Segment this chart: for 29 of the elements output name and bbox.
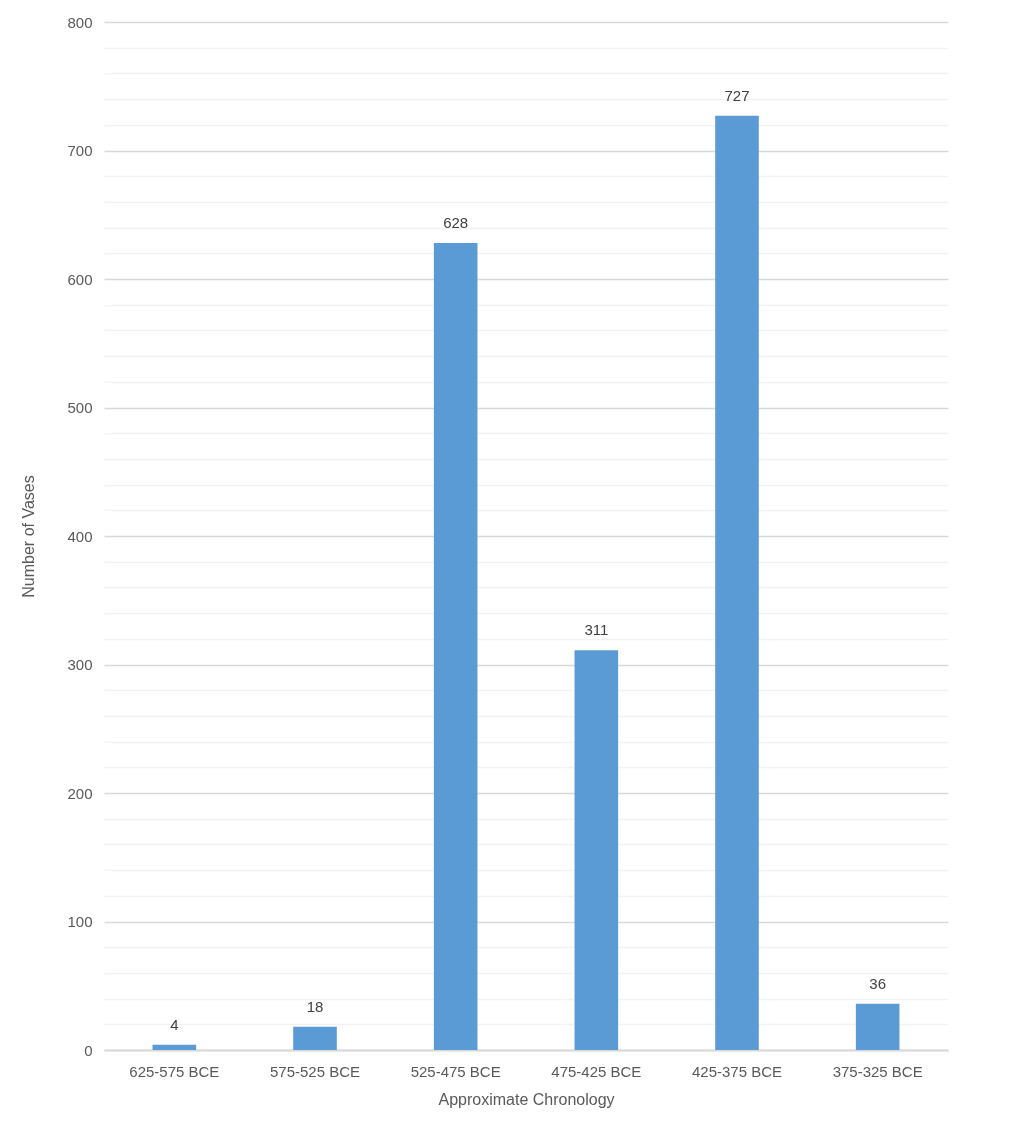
x-axis-title: Approximate Chronology [438, 1090, 615, 1108]
x-tick-label: 375-325 BCE [832, 1062, 923, 1080]
y-tick-label: 300 [67, 656, 93, 673]
bar [715, 115, 759, 1050]
y-tick-label: 200 [67, 784, 93, 802]
bar [293, 1026, 337, 1050]
x-tick-label: 575-525 BCE [269, 1062, 361, 1080]
data-label: 4 [170, 1015, 179, 1033]
data-label: 311 [584, 621, 609, 639]
bar [152, 1044, 197, 1050]
bar [433, 243, 478, 1050]
y-tick-label: 0 [84, 1041, 93, 1059]
y-tick-label: 100 [67, 913, 93, 930]
data-label: 36 [869, 974, 887, 992]
data-label: 628 [443, 214, 469, 232]
y-tick-label: 600 [67, 270, 93, 288]
y-tick-label: 800 [67, 13, 93, 31]
y-tick-label: 400 [67, 527, 93, 545]
x-tick-label: 475-425 BCE [551, 1062, 642, 1080]
y-tick-label: 500 [67, 399, 93, 416]
x-tick-label: 625-575 BCE [129, 1062, 220, 1080]
x-tick-label: 425-375 BCE [691, 1062, 783, 1080]
data-label: 18 [306, 997, 324, 1015]
x-tick-label: 525-475 BCE [410, 1062, 501, 1080]
bar [574, 650, 619, 1050]
y-axis-title: Number of Vases [20, 475, 38, 598]
y-tick-label: 700 [67, 142, 93, 159]
bar [855, 1003, 900, 1050]
data-label: 727 [724, 86, 750, 104]
